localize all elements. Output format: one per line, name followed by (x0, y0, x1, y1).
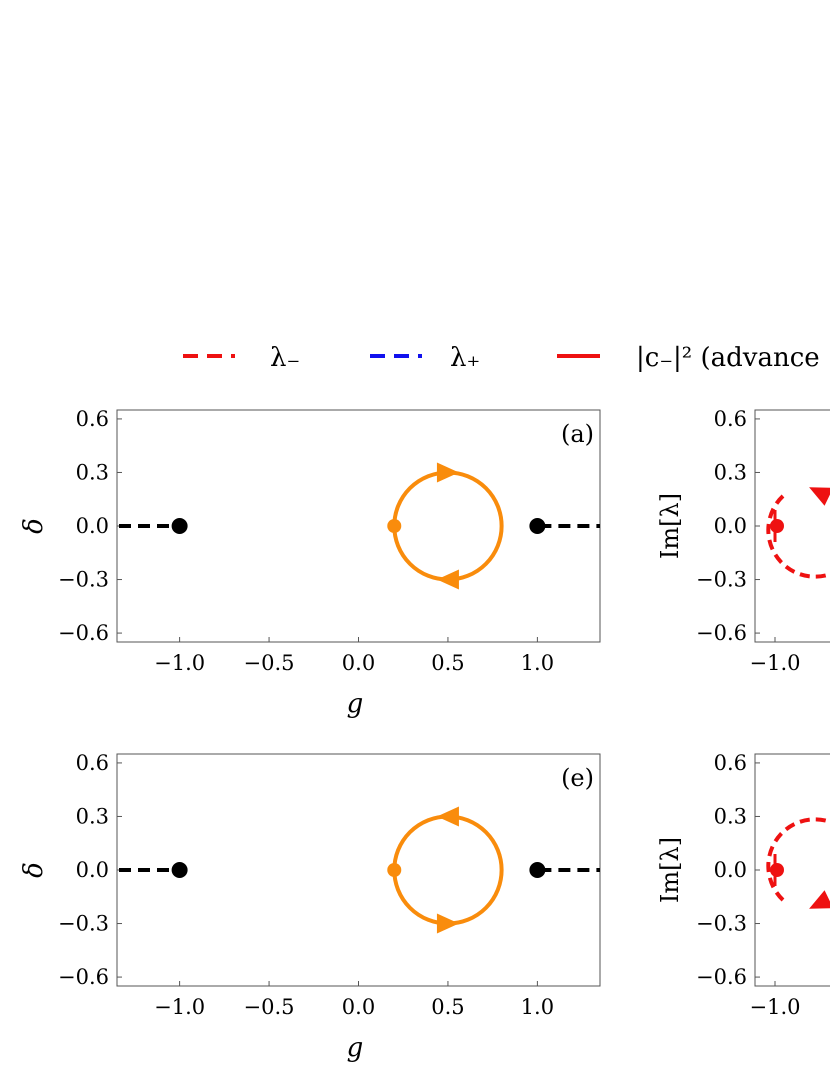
panel-a-xtick-label: 1.0 (521, 651, 554, 675)
panel-e-ytick-label: 0.6 (76, 751, 109, 775)
panel-a-loop-start-point (387, 519, 402, 533)
panel-b-ytick-label: 0.0 (714, 514, 747, 538)
panel-b-ytick-label: −0.6 (696, 621, 747, 645)
panel-b-ytick-label: 0.6 (714, 407, 747, 431)
panel-a-xlabel: g (347, 689, 364, 719)
panel-b-ytick-label: −0.3 (696, 568, 747, 592)
panel-a-loop-arrow-top (436, 462, 459, 483)
panel-a-ylabel: δ (19, 518, 49, 534)
panel-e-loop (392, 814, 504, 926)
panel-e-ytick-label: −0.3 (58, 912, 109, 936)
panel-b-lambda-minus-arrow (809, 487, 830, 506)
legend-label-lambda-plus: λ₊ (450, 343, 480, 373)
panel-f-frame (754, 753, 830, 987)
panel-f-ytick-label: 0.6 (714, 751, 747, 775)
panel-a: 0.60.30.0−0.3−0.6 −1.0 −0.5 0.0 0.5 1.0 (a) … (19, 407, 601, 719)
panel-e-xtick-label: 1.0 (521, 995, 554, 1019)
panel-e-ytick-label: 0.0 (76, 858, 109, 882)
panel-e-ylabel: δ (19, 862, 49, 878)
panel-a-xtick-label: 0.0 (342, 651, 375, 675)
panel-b-xtick-label: −1.0 (750, 651, 801, 675)
panel-a-ytick-label: 0.6 (76, 407, 109, 431)
panel-a-exceptional-point (171, 518, 188, 534)
panel-b: 0.6 0.3 0.0 −0.3 −0.6 −1.0 Im[λ] (656, 407, 830, 675)
legend-label-c-minus: |c₋|² (advance (636, 343, 820, 373)
panel-f-ylabel: Im[λ] (656, 837, 684, 903)
panel-a-xtick-label: 0.5 (431, 651, 464, 675)
panel-e-tag: (e) (561, 764, 594, 792)
panel-f-xtick-label: −1.0 (750, 995, 801, 1019)
panel-b-ytick-label: 0.3 (714, 460, 747, 484)
panel-f-ytick-label: −0.6 (696, 965, 747, 989)
panel-f-ytick-label: −0.3 (696, 912, 747, 936)
panel-e-xtick-label: 0.0 (342, 995, 375, 1019)
panel-f-ytick-label: 0.3 (714, 804, 747, 828)
panel-e-xtick-label: −0.5 (244, 995, 295, 1019)
panel-f-lambda-minus-path (766, 817, 830, 902)
panel-e-exceptional-point (171, 862, 188, 878)
panel-e-xlabel: g (347, 1033, 364, 1063)
panel-e-loop-start-point (387, 863, 402, 877)
panel-b-frame (754, 409, 830, 643)
panel-a-ytick-label: −0.3 (58, 568, 109, 592)
panel-f-lambda-minus-arrow (809, 890, 830, 909)
panel-a-loop-arrow-bottom (436, 569, 459, 590)
panel-e-loop-arrow-top (436, 806, 459, 827)
panel-a-tag: (a) (561, 420, 594, 448)
panel-a-frame (116, 409, 601, 643)
panel-a-ytick-label: −0.6 (58, 621, 109, 645)
panel-a-exceptional-point (529, 518, 546, 534)
legend: λ₋ λ₊ |c₋|² (advance (183, 343, 820, 373)
panel-f: 0.6 0.3 0.0 −0.3 −0.6 −1.0 Im[λ] (656, 751, 830, 1019)
panel-e: 0.60.30.0−0.3−0.6 −1.0 −0.5 0.0 0.5 1.0 (e) … (19, 751, 601, 1063)
panel-e-xtick-label: 0.5 (431, 995, 464, 1019)
panel-f-lambda-minus-start-point (770, 863, 784, 877)
panel-a-ytick-label: 0.0 (76, 514, 109, 538)
panel-e-ytick-label: 0.3 (76, 804, 109, 828)
panel-e-ytick-label: −0.6 (58, 965, 109, 989)
panel-a-ytick-label: 0.3 (76, 460, 109, 484)
panel-e-loop-arrow-bottom (436, 913, 459, 934)
legend-label-lambda-minus: λ₋ (270, 343, 300, 373)
panel-e-exceptional-point (529, 862, 546, 878)
panel-b-lambda-minus-start-point (770, 519, 784, 533)
panel-a-loop (392, 470, 504, 582)
panel-e-xtick-label: −1.0 (154, 995, 205, 1019)
panel-b-lambda-minus-path (766, 494, 830, 579)
panel-e-frame (116, 753, 601, 987)
panel-f-ytick-label: 0.0 (714, 858, 747, 882)
panel-a-xtick-label: −1.0 (154, 651, 205, 675)
panel-a-xtick-label: −0.5 (244, 651, 295, 675)
panel-b-ylabel: Im[λ] (656, 493, 684, 559)
